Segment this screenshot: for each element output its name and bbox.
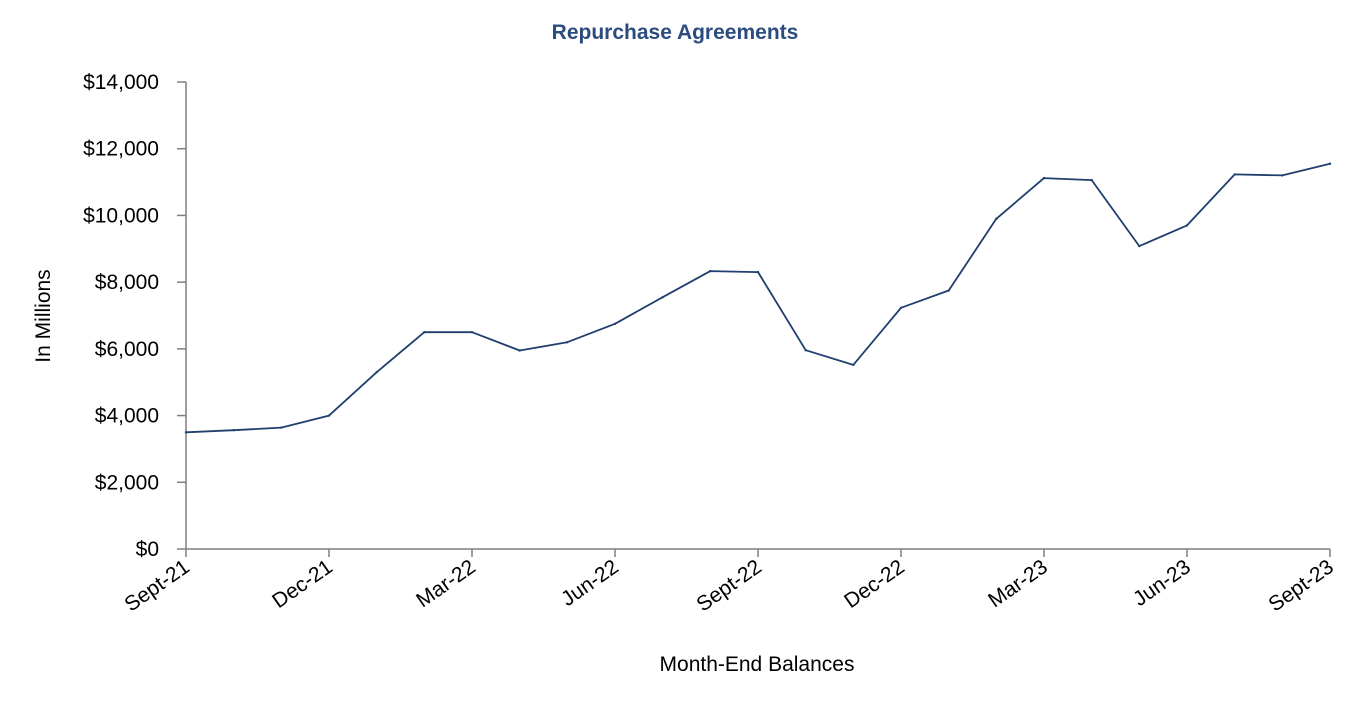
data-point [470, 331, 474, 334]
data-point [566, 341, 569, 344]
data-point [613, 322, 617, 325]
x-tick-label: Jun-22 [557, 555, 623, 611]
x-tick-label: Jun-23 [1129, 555, 1195, 611]
chart-title: Repurchase Agreements [552, 21, 799, 44]
y-tick-label: $12,000 [83, 138, 159, 161]
series-line [185, 162, 1331, 434]
y-tick-label: $2,000 [95, 471, 159, 494]
data-point [756, 270, 760, 274]
data-point [709, 269, 712, 273]
data-point [518, 349, 521, 352]
data-point [280, 426, 283, 429]
x-axis-title: Month-End Balances [660, 653, 855, 676]
y-tick-label: $4,000 [95, 405, 159, 428]
y-axis-title: In Millions [32, 269, 55, 362]
series-group [184, 162, 1332, 434]
data-point [1281, 174, 1284, 177]
data-point [1328, 162, 1332, 165]
x-tick-label: Sept-23 [1264, 555, 1337, 616]
data-point [184, 431, 188, 434]
x-tick-label: Dec-22 [840, 555, 909, 613]
data-point [327, 414, 331, 417]
data-point [232, 429, 235, 432]
y-tick-label: $14,000 [83, 71, 159, 94]
x-tick-label: Sept-21 [120, 555, 193, 616]
data-point [852, 363, 855, 367]
data-point [995, 217, 998, 220]
data-point [1233, 173, 1236, 176]
data-point [899, 306, 903, 309]
x-tick-label: Mar-22 [412, 555, 480, 612]
data-point [1138, 244, 1141, 248]
data-point [1042, 176, 1046, 180]
x-tick-label: Mar-23 [984, 555, 1052, 612]
y-tick-label: $10,000 [83, 204, 159, 227]
x-tick-label: Dec-21 [268, 555, 337, 613]
y-tick-label: $6,000 [95, 338, 159, 361]
data-point [1090, 178, 1093, 182]
data-point [661, 296, 664, 299]
data-point [423, 331, 426, 334]
y-tick-label: $8,000 [95, 271, 159, 294]
data-point [375, 371, 378, 374]
x-tick-label: Sept-22 [692, 555, 765, 616]
data-point [947, 289, 950, 292]
x-axis: Sept-21 Dec-21 Mar-22 Jun-22 Sept-22 Dec-22 Ma… [120, 548, 1338, 616]
data-point [804, 349, 807, 352]
data-point [1185, 224, 1189, 227]
y-axis: $0 $2,000 $4,000 $6,000 $8,000 $10,000 $12,000… [83, 71, 187, 561]
y-tick-label: $0 [136, 538, 159, 561]
